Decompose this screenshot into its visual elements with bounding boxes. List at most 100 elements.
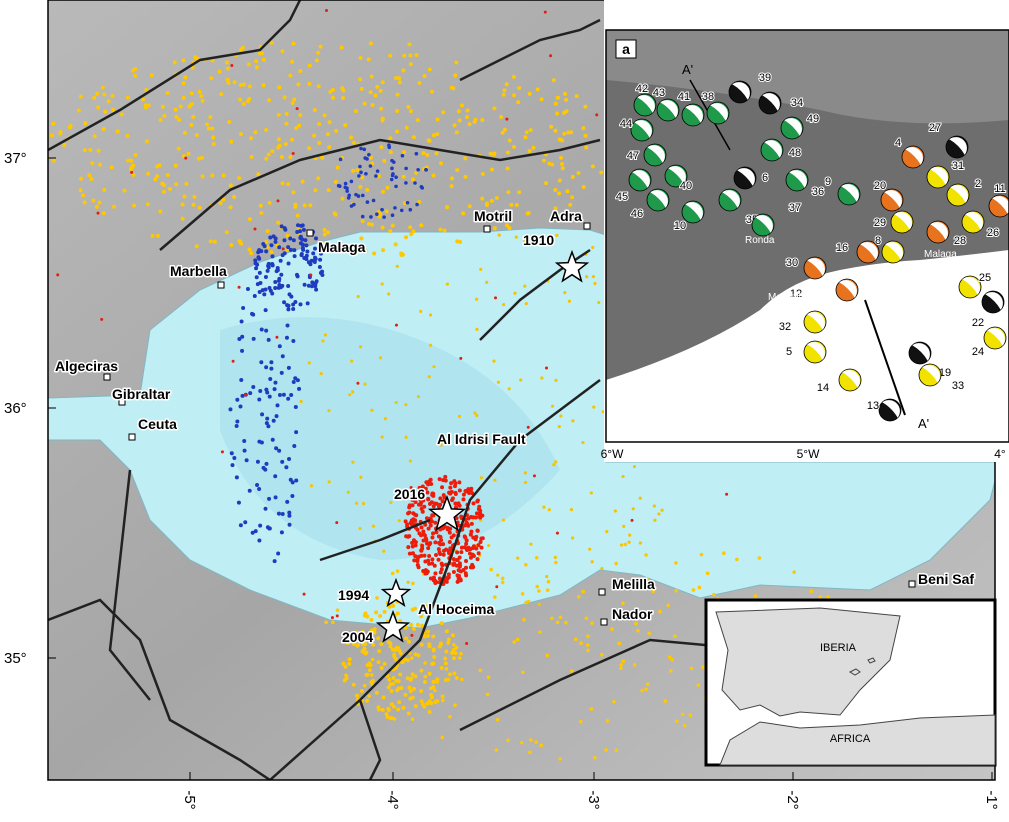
quake xyxy=(102,188,106,192)
quake xyxy=(351,390,354,393)
inset-lon-label: 4° xyxy=(994,447,1006,461)
quake xyxy=(527,600,531,604)
quake xyxy=(423,572,427,576)
quake xyxy=(256,460,260,464)
quake xyxy=(262,83,266,87)
quake xyxy=(479,268,482,271)
event-number: 39 xyxy=(759,72,771,84)
quake xyxy=(181,58,185,62)
quake xyxy=(189,123,193,127)
quake xyxy=(292,190,296,194)
quake xyxy=(210,127,214,131)
quake xyxy=(254,59,258,63)
quake xyxy=(522,618,526,622)
quake xyxy=(408,53,412,57)
quake xyxy=(302,256,306,260)
quake xyxy=(254,529,258,533)
quake xyxy=(427,527,431,531)
quake xyxy=(394,185,398,189)
quake xyxy=(256,172,260,176)
quake xyxy=(438,228,442,232)
quake xyxy=(181,81,185,85)
quake xyxy=(524,563,528,567)
quake xyxy=(438,477,442,481)
lon-label: -4° xyxy=(384,790,401,809)
quake xyxy=(419,689,423,693)
quake xyxy=(564,98,568,102)
place-label: Nador xyxy=(612,606,653,622)
quake xyxy=(266,424,270,428)
inset-lon-label: 5°W xyxy=(797,447,820,461)
quake xyxy=(390,716,394,720)
quake xyxy=(334,129,338,133)
quake xyxy=(259,360,263,364)
quake xyxy=(327,409,330,412)
quake xyxy=(529,128,533,132)
quake xyxy=(512,93,516,97)
quake xyxy=(722,551,726,555)
quake xyxy=(585,275,588,278)
quake xyxy=(268,286,272,290)
quake xyxy=(509,203,513,207)
quake xyxy=(432,174,436,178)
quake xyxy=(302,228,306,232)
quake xyxy=(368,668,372,672)
quake xyxy=(697,683,701,687)
quake xyxy=(267,338,271,342)
quake xyxy=(399,251,403,255)
quake xyxy=(430,90,434,94)
quake xyxy=(365,157,369,161)
quake xyxy=(391,174,395,178)
quake xyxy=(404,403,407,406)
event-number: 36 xyxy=(812,186,824,198)
quake xyxy=(343,123,347,127)
quake xyxy=(341,88,345,92)
quake xyxy=(275,336,278,339)
quake xyxy=(282,247,285,250)
quake xyxy=(264,249,268,253)
quake xyxy=(407,581,410,584)
quake xyxy=(433,501,437,505)
quake xyxy=(258,281,262,285)
quake xyxy=(480,118,484,122)
quake xyxy=(326,132,330,136)
quake xyxy=(219,92,223,96)
quake xyxy=(232,195,236,199)
lat-label: 37° xyxy=(4,150,27,167)
quake xyxy=(453,703,457,707)
quake xyxy=(480,546,484,550)
quake xyxy=(282,238,286,242)
quake xyxy=(292,380,296,384)
quake xyxy=(304,243,308,247)
quake xyxy=(408,208,412,212)
quake xyxy=(249,136,253,140)
quake xyxy=(363,612,367,616)
quake xyxy=(303,283,307,287)
quake xyxy=(230,64,233,67)
quake xyxy=(100,318,103,321)
quake xyxy=(407,640,411,644)
quake xyxy=(328,120,332,124)
quake xyxy=(429,344,432,347)
quake xyxy=(238,240,242,244)
quake xyxy=(259,249,263,253)
quake xyxy=(574,637,578,641)
quake xyxy=(110,165,114,169)
quake xyxy=(624,543,628,547)
quake xyxy=(375,596,379,600)
quake xyxy=(407,686,411,690)
quake xyxy=(556,96,560,100)
quake xyxy=(559,615,563,619)
quake xyxy=(345,676,349,680)
quake xyxy=(369,164,373,168)
quake xyxy=(453,502,457,506)
quake xyxy=(359,345,362,348)
quake xyxy=(452,561,456,565)
quake xyxy=(826,595,830,599)
quake xyxy=(647,631,651,635)
quake xyxy=(419,669,423,673)
quake xyxy=(487,544,490,547)
quake xyxy=(231,463,235,467)
quake xyxy=(239,404,243,408)
quake xyxy=(474,515,478,519)
